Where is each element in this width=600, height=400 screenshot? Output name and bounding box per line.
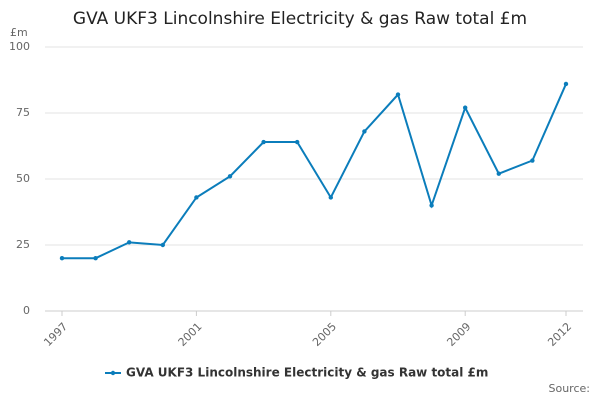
point bbox=[563, 81, 569, 87]
point bbox=[93, 256, 98, 261]
point bbox=[261, 139, 266, 145]
y-axis-label: £m bbox=[10, 26, 28, 39]
x-tick-label: 2001 bbox=[176, 320, 205, 349]
point bbox=[194, 195, 199, 200]
x-tick-label: 2005 bbox=[310, 320, 339, 349]
x-tick-label: 2009 bbox=[444, 320, 473, 349]
point bbox=[127, 240, 132, 245]
legend-label: GVA UKF3 Lincolnshire Electricity & gas … bbox=[126, 366, 488, 380]
point bbox=[395, 92, 401, 97]
x-tick-label: 1997 bbox=[41, 320, 70, 349]
y-tick-label: 75 bbox=[16, 106, 30, 119]
chart-title: GVA UKF3 Lincolnshire Electricity & gas … bbox=[73, 9, 527, 29]
point bbox=[160, 242, 165, 248]
source: Source: bbox=[549, 382, 591, 395]
point bbox=[463, 105, 468, 110]
y-tick-label: 0 bbox=[23, 304, 30, 317]
x-tick-label: 2012 bbox=[545, 320, 574, 349]
point bbox=[362, 129, 367, 134]
line bbox=[62, 83, 567, 260]
y-tick-label: 100 bbox=[9, 40, 30, 53]
point bbox=[530, 158, 535, 163]
point bbox=[429, 203, 434, 208]
point bbox=[295, 139, 300, 145]
y-tick-label: 25 bbox=[16, 238, 30, 251]
legend-marker bbox=[110, 370, 116, 376]
y-tick-label: 50 bbox=[16, 172, 30, 185]
point bbox=[59, 256, 65, 261]
point bbox=[328, 195, 333, 200]
point bbox=[496, 171, 501, 176]
point bbox=[227, 174, 233, 179]
